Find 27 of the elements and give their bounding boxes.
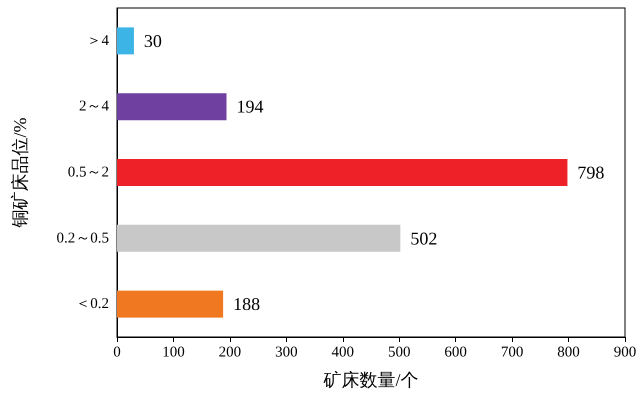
- x-tick-label: 0: [113, 344, 121, 360]
- y-tick-label: 0.5～2: [68, 164, 109, 180]
- x-axis-title: 矿床数量/个: [322, 370, 419, 390]
- data-label: 194: [236, 96, 264, 117]
- bar: [117, 93, 226, 120]
- x-tick-label: 300: [275, 344, 298, 360]
- bar: [117, 290, 224, 318]
- x-tick-label: 200: [218, 344, 242, 360]
- y-tick-label: ＞4: [86, 32, 110, 49]
- bar: [117, 159, 568, 186]
- bar: [117, 224, 400, 252]
- x-tick-label: 900: [614, 344, 636, 360]
- data-label: 502: [410, 228, 438, 248]
- x-tick-label: 700: [500, 344, 524, 360]
- x-tick-label: 500: [388, 344, 410, 360]
- x-tick-label: 100: [162, 344, 185, 360]
- bar: [117, 27, 134, 54]
- data-label: 30: [144, 30, 162, 51]
- y-axis-title: 铜矿床品位/%: [10, 118, 30, 228]
- x-tick-label: 800: [557, 344, 580, 360]
- y-tick-label: ＜0.2: [75, 296, 109, 312]
- y-tick-label: 0.2～0.5: [56, 230, 109, 246]
- data-label: 188: [233, 294, 260, 314]
- x-tick-label: 600: [444, 344, 467, 360]
- x-tick-label: 400: [332, 344, 354, 360]
- y-tick-label: 2～4: [79, 98, 110, 115]
- data-label: 798: [577, 162, 604, 182]
